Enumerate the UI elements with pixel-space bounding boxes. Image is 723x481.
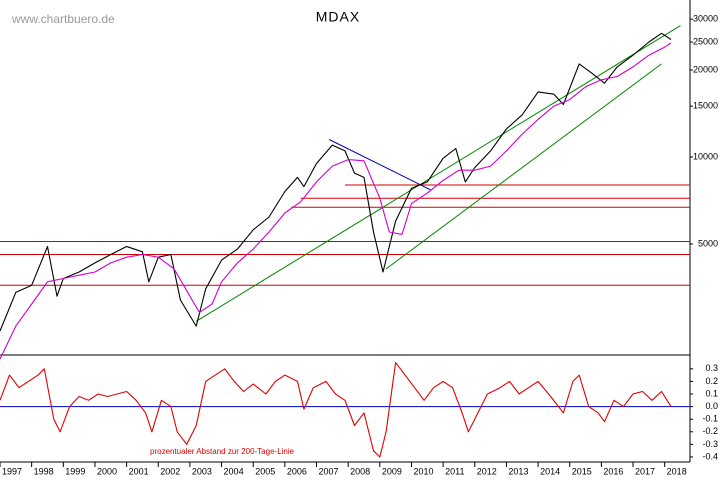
data-line [0, 42, 672, 360]
annotation: prozentualer Abstand zur 200-Tage-Linie [150, 447, 295, 456]
x-tick-label: 2008 [350, 466, 370, 476]
x-tick-label: 2013 [508, 466, 528, 476]
y-tick-label: 10000 [693, 151, 718, 161]
x-tick-label: 1999 [65, 466, 85, 476]
x-tick-label: 2017 [635, 466, 655, 476]
x-tick-label: 2009 [382, 466, 402, 476]
y-tick-label: -0.2 [702, 426, 718, 436]
x-tick-label: 2011 [445, 466, 464, 476]
y-tick-label: 20000 [693, 64, 718, 74]
chart-title: MDAX [316, 9, 360, 25]
data-line [0, 362, 672, 458]
y-tick-label: 0.0 [705, 401, 718, 411]
x-tick-label: 2014 [540, 466, 560, 476]
x-tick-label: 2018 [667, 466, 687, 476]
x-tick-label: 2012 [477, 466, 497, 476]
trend-line [328, 139, 431, 191]
y-tick-label: 5000 [698, 238, 718, 248]
y-tick-label: -0.1 [702, 414, 718, 424]
x-tick-label: 2000 [97, 466, 117, 476]
x-tick-label: 2004 [224, 466, 244, 476]
x-tick-label: 2006 [287, 466, 307, 476]
x-tick-label: 1997 [2, 466, 22, 476]
x-tick-label: 2003 [192, 466, 212, 476]
x-tick-label: 2007 [319, 466, 339, 476]
x-tick-label: 2001 [129, 466, 149, 476]
data-line [0, 32, 672, 332]
x-tick-label: 2005 [255, 466, 275, 476]
x-tick-label: 1998 [34, 466, 54, 476]
x-tick-label: 2002 [160, 466, 180, 476]
trend-line [195, 25, 681, 322]
y-tick-label: 30000 [693, 14, 718, 24]
y-tick-label: 15000 [693, 101, 718, 111]
y-tick-label: 25000 [693, 36, 718, 46]
watermark: www.chartbuero.de [11, 12, 115, 26]
y-tick-label: -0.3 [702, 439, 718, 449]
y-tick-label: -0.4 [702, 451, 718, 461]
x-tick-label: 2015 [572, 466, 592, 476]
x-tick-label: 2016 [603, 466, 623, 476]
trend-line [385, 63, 662, 270]
y-tick-label: 0.3 [705, 363, 718, 373]
y-tick-label: 0.1 [705, 388, 718, 398]
x-tick-label: 2010 [413, 466, 433, 476]
y-tick-label: 0.2 [705, 376, 718, 386]
